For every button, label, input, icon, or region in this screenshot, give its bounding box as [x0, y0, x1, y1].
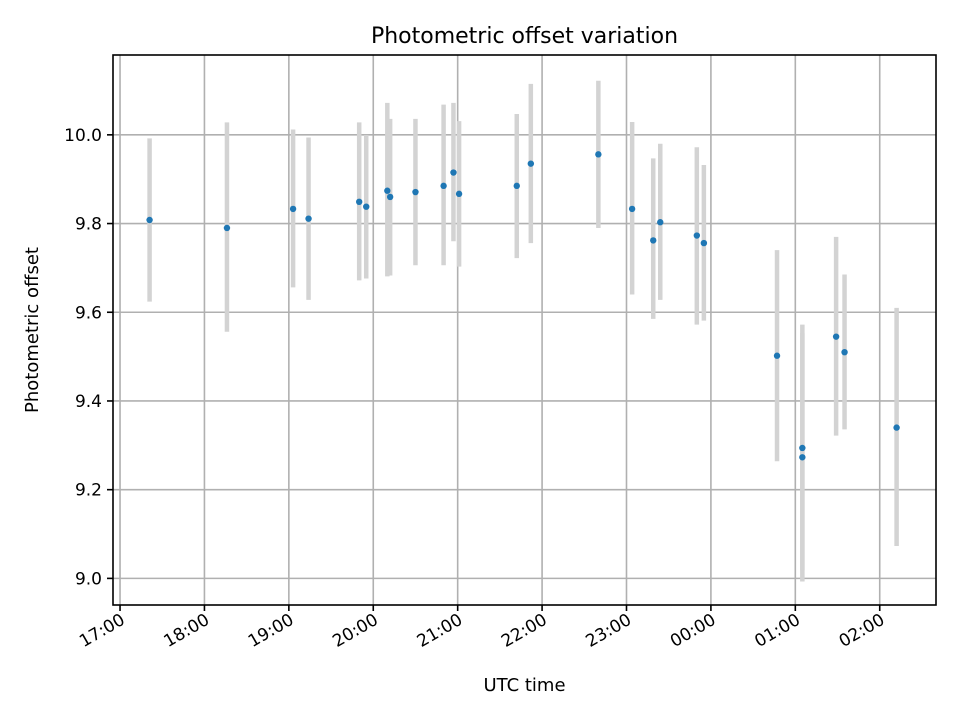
data-point: [799, 444, 806, 452]
x-axis-label: UTC time: [483, 675, 565, 696]
data-point: [700, 239, 708, 247]
y-tick-label: 9.8: [75, 215, 102, 235]
y-axis-ticks: 9.0 9.2 9.4 9.6 9.8 10.0: [64, 126, 113, 589]
data-point: [146, 216, 153, 224]
data-point: [893, 424, 900, 431]
data-point: [773, 352, 781, 359]
data-point: [841, 348, 848, 356]
data-point: [628, 205, 636, 213]
data-point: [386, 193, 394, 201]
data-point: [455, 190, 463, 198]
y-tick-label: 9.0: [75, 569, 102, 589]
data-point: [450, 169, 457, 176]
data-point: [527, 160, 535, 167]
data-point: [650, 237, 657, 244]
data-point: [513, 182, 520, 190]
data-point: [799, 454, 806, 461]
y-tick-label: 9.6: [75, 303, 102, 323]
data-point: [657, 219, 664, 226]
data-point: [305, 215, 312, 222]
chart-title: Photometric offset variation: [371, 24, 678, 49]
plot-frame: [112, 54, 937, 606]
data-point: [223, 224, 231, 232]
y-axis-label: Photometric offset: [22, 247, 43, 413]
y-tick-label: 10.0: [64, 126, 102, 146]
data-point: [384, 187, 391, 194]
data-point: [363, 203, 370, 210]
grid: [113, 55, 936, 605]
data-point: [412, 188, 419, 196]
data-points: [146, 151, 900, 461]
data-point: [355, 198, 363, 206]
data-point: [832, 333, 840, 340]
data-point: [595, 151, 602, 158]
data-point: [440, 182, 447, 190]
data-point: [289, 205, 297, 213]
y-tick-label: 9.2: [75, 481, 102, 501]
y-tick-label: 9.4: [75, 392, 102, 412]
plot-area: [113, 55, 936, 605]
data-point: [693, 232, 701, 239]
